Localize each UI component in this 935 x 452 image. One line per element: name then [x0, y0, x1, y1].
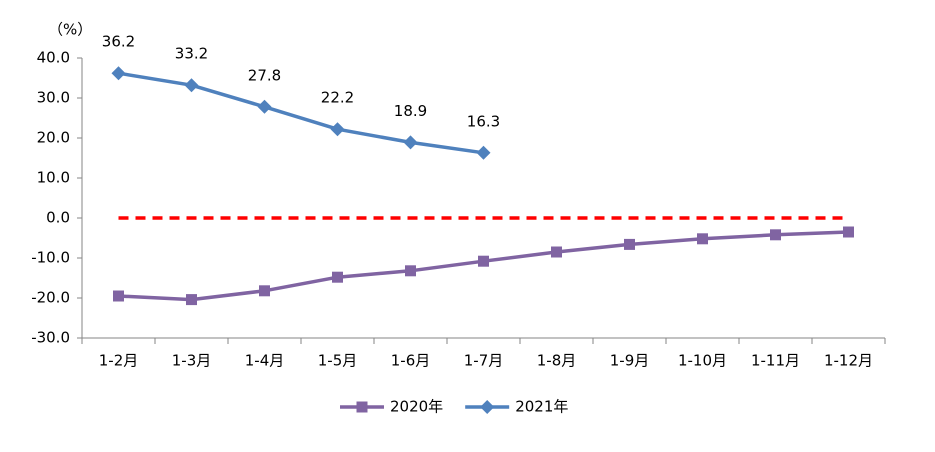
y-tick-label: 20.0 [37, 129, 70, 147]
y-tick-label: 0.0 [46, 209, 70, 227]
legend-label: 2021年 [515, 398, 568, 416]
x-tick-label: 1-4月 [245, 352, 285, 370]
data-label: 36.2 [102, 33, 135, 51]
point [403, 135, 418, 150]
data-label: 33.2 [175, 45, 208, 63]
y-axis-label: （%） [48, 21, 92, 39]
y-tick-label: -10.0 [31, 249, 70, 267]
point [478, 255, 489, 267]
y-tick-label: 30.0 [37, 89, 70, 107]
y-tick-label: -30.0 [31, 329, 70, 347]
y-tick-label: 40.0 [37, 49, 70, 67]
series-line [118, 71, 484, 155]
legend-marker [356, 401, 368, 413]
x-tick-label: 1-12月 [824, 352, 873, 370]
x-tick-label: 1-10月 [678, 352, 727, 370]
data-label: 22.2 [321, 89, 354, 107]
x-tick-label: 1-8月 [537, 352, 577, 370]
legend-label: 2020年 [390, 398, 443, 416]
point [697, 233, 708, 245]
point [111, 66, 126, 81]
data-label: 27.8 [248, 66, 281, 84]
x-tick-label: 1-7月 [464, 352, 504, 370]
point [186, 294, 197, 306]
x-tick-label: 1-6月 [391, 352, 431, 370]
point [405, 265, 416, 277]
y-tick-label: -20.0 [31, 289, 70, 307]
point [770, 229, 781, 241]
legend-marker [480, 400, 495, 414]
x-tick-label: 1-5月 [318, 352, 358, 370]
point [624, 238, 635, 250]
point [332, 271, 343, 283]
point [843, 226, 854, 238]
data-label: 16.3 [467, 112, 500, 130]
point [551, 246, 562, 258]
y-tick-label: 10.0 [37, 169, 70, 187]
point [113, 290, 124, 302]
point [259, 285, 270, 297]
point [476, 145, 491, 160]
point [257, 99, 272, 114]
x-tick-label: 1-9月 [610, 352, 650, 370]
x-tick-label: 1-11月 [751, 352, 800, 370]
point [184, 78, 199, 93]
x-tick-label: 1-3月 [172, 352, 212, 370]
data-label: 18.9 [394, 102, 427, 120]
x-tick-label: 1-2月 [99, 352, 139, 370]
point [330, 122, 345, 137]
